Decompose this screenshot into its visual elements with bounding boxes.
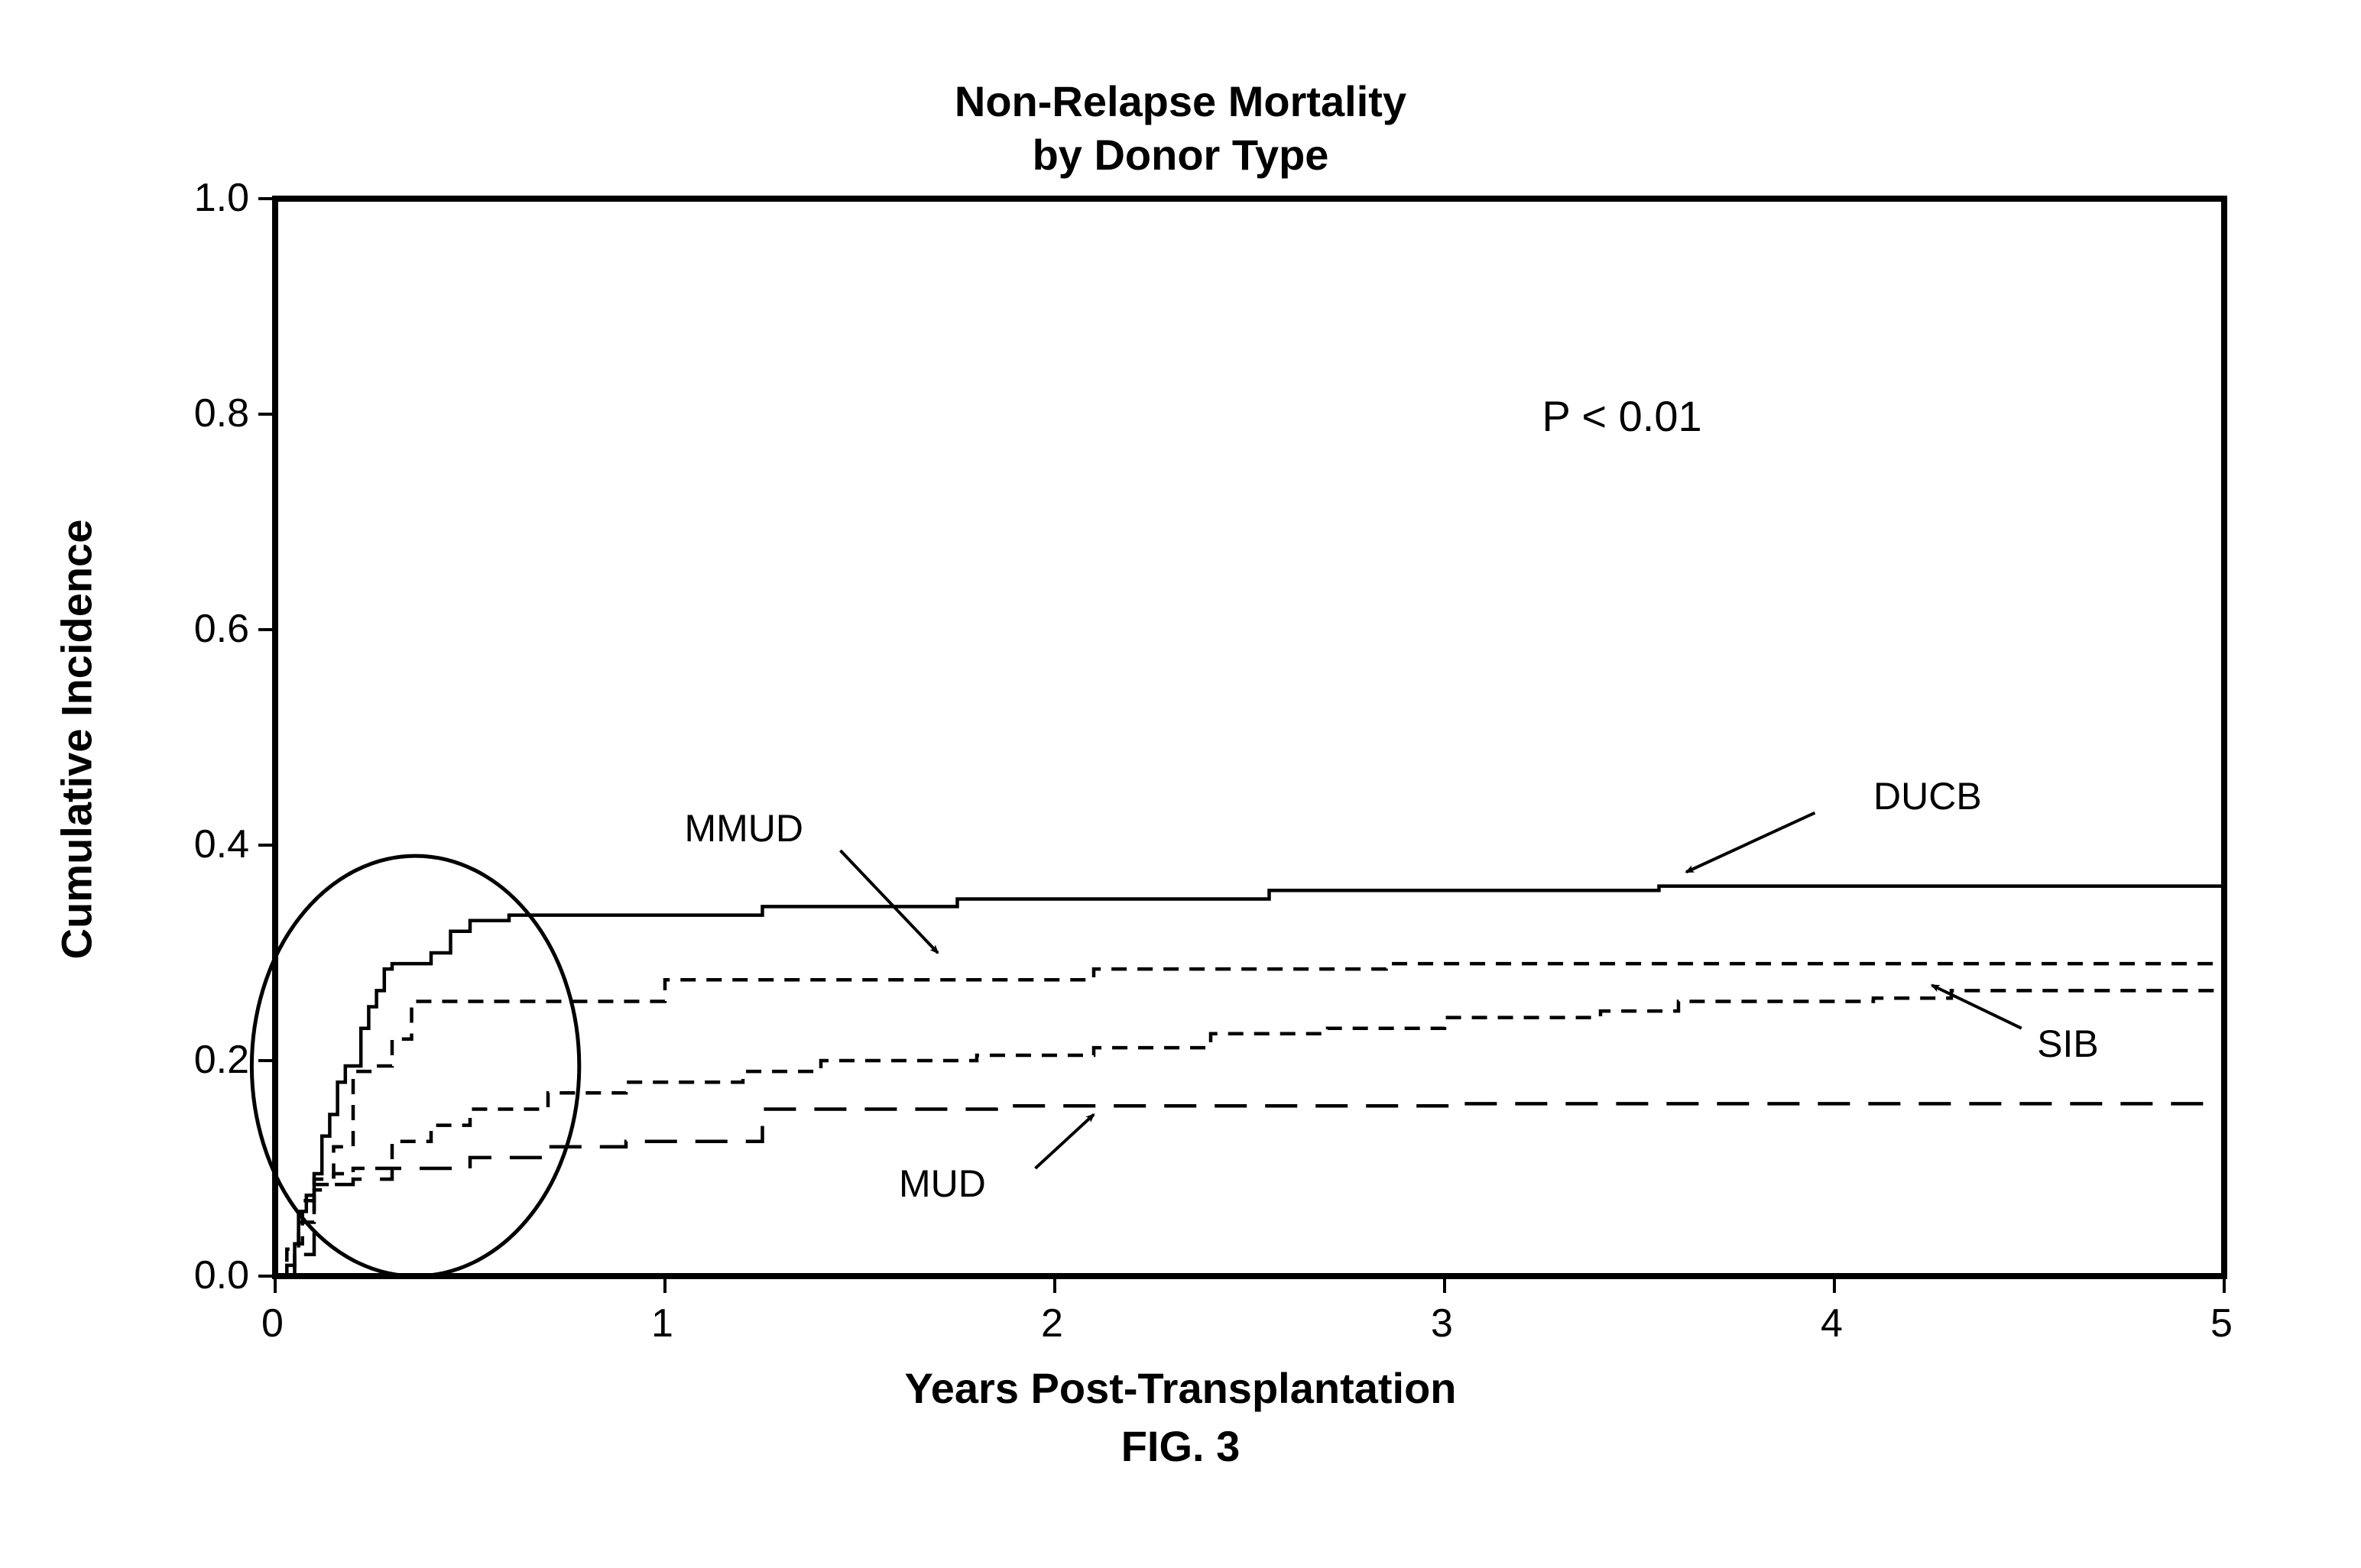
y-axis-label: Cumulative Incidence: [52, 358, 102, 1122]
series-line-mmud: [275, 964, 2224, 1276]
plot-svg: [0, 0, 2361, 1568]
figure-label: FIG. 3: [0, 1421, 2361, 1471]
series-arrow-mmud: [841, 850, 939, 953]
y-tick-label: 0.8: [194, 390, 249, 436]
y-tick-label: 0.2: [194, 1037, 249, 1083]
series-label-sib: SIB: [2037, 1022, 2099, 1066]
x-tick-label: 1: [651, 1301, 673, 1346]
y-tick-label: 0.6: [194, 606, 249, 652]
x-tick-label: 2: [1041, 1301, 1063, 1346]
series-label-ducb: DUCB: [1873, 774, 1982, 818]
series-arrow-ducb: [1686, 813, 1815, 873]
series-line-sib: [275, 990, 2224, 1276]
series-line-mud: [275, 1103, 2224, 1276]
page: Non-Relapse Mortality by Donor Type Cumu…: [0, 0, 2361, 1568]
series-arrow-mud: [1036, 1115, 1095, 1169]
y-tick-label: 1.0: [194, 175, 249, 221]
y-tick-label: 0.4: [194, 821, 249, 867]
series-label-mmud: MMUD: [685, 806, 804, 850]
x-tick-label: 4: [1821, 1301, 1843, 1346]
series-label-mud: MUD: [899, 1161, 986, 1206]
x-tick-label: 0: [261, 1301, 284, 1346]
y-tick-label: 0.0: [194, 1252, 249, 1298]
x-axis-label: Years Post-Transplantation: [0, 1363, 2361, 1413]
series-line-ducb: [275, 886, 2224, 1276]
x-tick-label: 3: [1431, 1301, 1453, 1346]
highlight-ellipse: [251, 856, 579, 1276]
p-value-text: P < 0.01: [1542, 391, 1702, 441]
x-tick-label: 5: [2210, 1301, 2233, 1346]
